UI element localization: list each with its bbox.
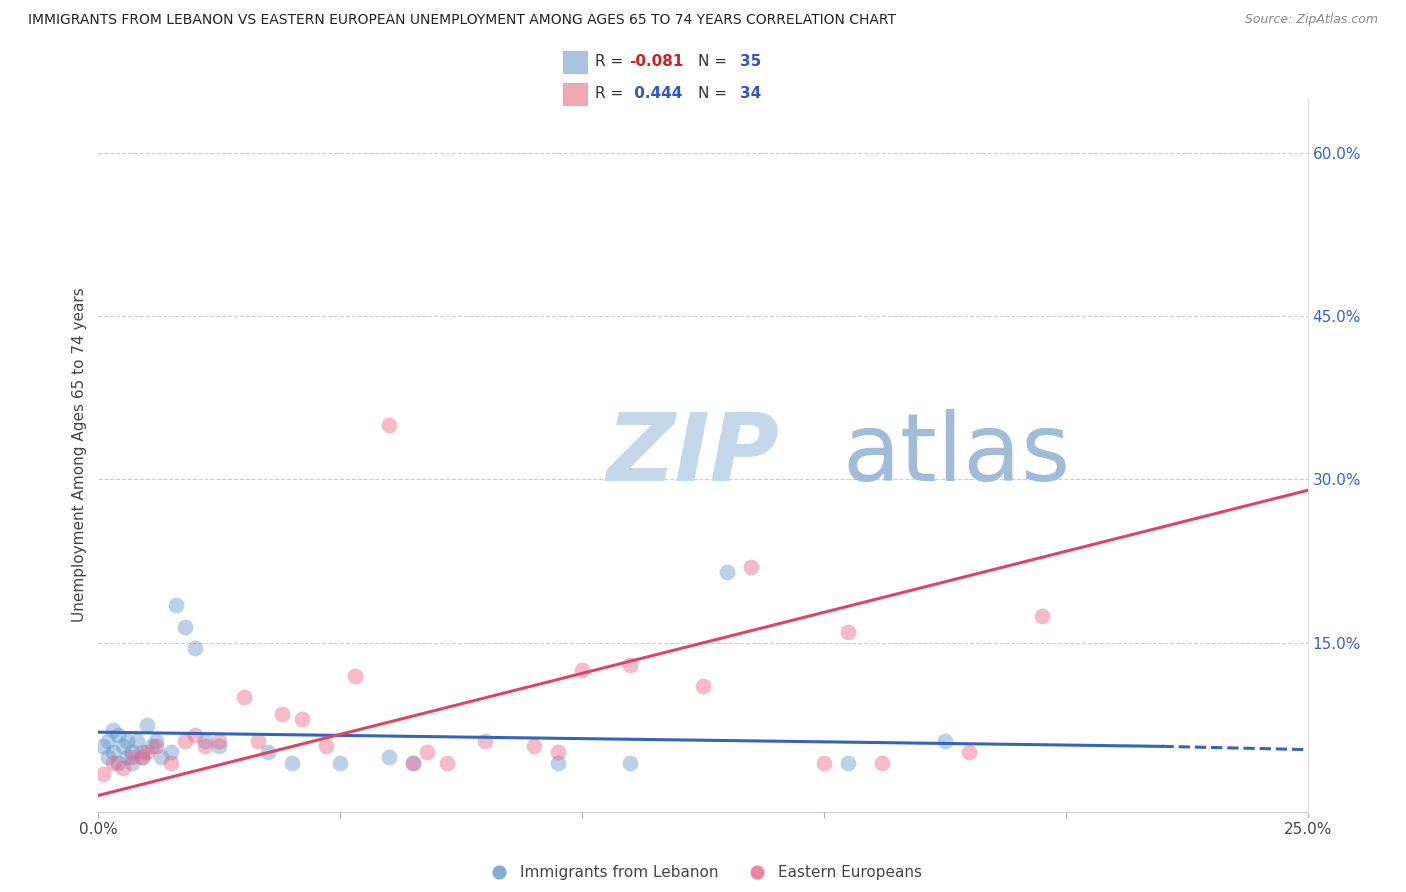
Point	[165, 598, 187, 612]
Point	[111, 739, 134, 754]
Point	[121, 745, 143, 759]
Point	[837, 756, 859, 770]
Text: 34: 34	[740, 86, 761, 101]
Point	[91, 766, 114, 780]
Point	[121, 756, 143, 770]
Point	[416, 745, 439, 759]
Point	[107, 729, 129, 743]
Point	[377, 750, 399, 764]
Y-axis label: Unemployment Among Ages 65 to 74 years: Unemployment Among Ages 65 to 74 years	[72, 287, 87, 623]
Point	[232, 690, 254, 705]
Point	[692, 680, 714, 694]
Bar	[562, 83, 588, 104]
Point	[131, 750, 153, 764]
Text: IMMIGRANTS FROM LEBANON VS EASTERN EUROPEAN UNEMPLOYMENT AMONG AGES 65 TO 74 YEA: IMMIGRANTS FROM LEBANON VS EASTERN EUROP…	[28, 13, 896, 28]
Point	[131, 745, 153, 759]
Point	[107, 756, 129, 770]
Point	[837, 624, 859, 639]
Point	[194, 734, 217, 748]
Point	[619, 657, 641, 672]
Point	[343, 668, 366, 682]
Point	[97, 734, 120, 748]
Point	[135, 745, 157, 759]
Point	[194, 739, 217, 754]
Point	[547, 745, 569, 759]
Point	[256, 745, 278, 759]
Point	[101, 723, 124, 737]
Text: R =: R =	[595, 86, 628, 101]
Point	[402, 756, 425, 770]
Text: atlas: atlas	[842, 409, 1070, 501]
Point	[402, 756, 425, 770]
Text: N =: N =	[699, 86, 733, 101]
Point	[271, 706, 294, 721]
Point	[870, 756, 893, 770]
Point	[127, 734, 149, 748]
Point	[111, 761, 134, 775]
Text: ZIP: ZIP	[606, 409, 779, 501]
Point	[619, 756, 641, 770]
Point	[523, 739, 546, 754]
Text: Source: ZipAtlas.com: Source: ZipAtlas.com	[1244, 13, 1378, 27]
Point	[290, 712, 312, 726]
Point	[101, 756, 124, 770]
Point	[121, 750, 143, 764]
Point	[117, 750, 139, 764]
Point	[377, 417, 399, 432]
Point	[131, 750, 153, 764]
Point	[247, 734, 270, 748]
Point	[91, 739, 114, 754]
Point	[571, 663, 593, 677]
Point	[474, 734, 496, 748]
Point	[145, 734, 167, 748]
Text: -0.081: -0.081	[630, 54, 683, 70]
Point	[135, 717, 157, 731]
Point	[281, 756, 304, 770]
Point	[436, 756, 458, 770]
Point	[329, 756, 352, 770]
Point	[97, 750, 120, 764]
Point	[315, 739, 337, 754]
Point	[813, 756, 835, 770]
Point	[208, 739, 231, 754]
Point	[174, 619, 197, 633]
Point	[141, 739, 163, 754]
Point	[184, 729, 207, 743]
Point	[160, 745, 183, 759]
Point	[117, 734, 139, 748]
Legend: Immigrants from Lebanon, Eastern Europeans: Immigrants from Lebanon, Eastern Europea…	[478, 859, 928, 886]
Point	[184, 641, 207, 656]
Point	[174, 734, 197, 748]
Point	[957, 745, 980, 759]
Point	[1031, 608, 1053, 623]
Point	[145, 739, 167, 754]
Text: N =: N =	[699, 54, 733, 70]
Point	[934, 734, 956, 748]
Bar	[562, 51, 588, 73]
Point	[160, 756, 183, 770]
Text: R =: R =	[595, 54, 628, 70]
Point	[547, 756, 569, 770]
Text: 35: 35	[740, 54, 761, 70]
Point	[101, 745, 124, 759]
Point	[740, 559, 762, 574]
Text: 0.444: 0.444	[630, 86, 682, 101]
Point	[150, 750, 173, 764]
Point	[716, 565, 738, 579]
Point	[208, 734, 231, 748]
